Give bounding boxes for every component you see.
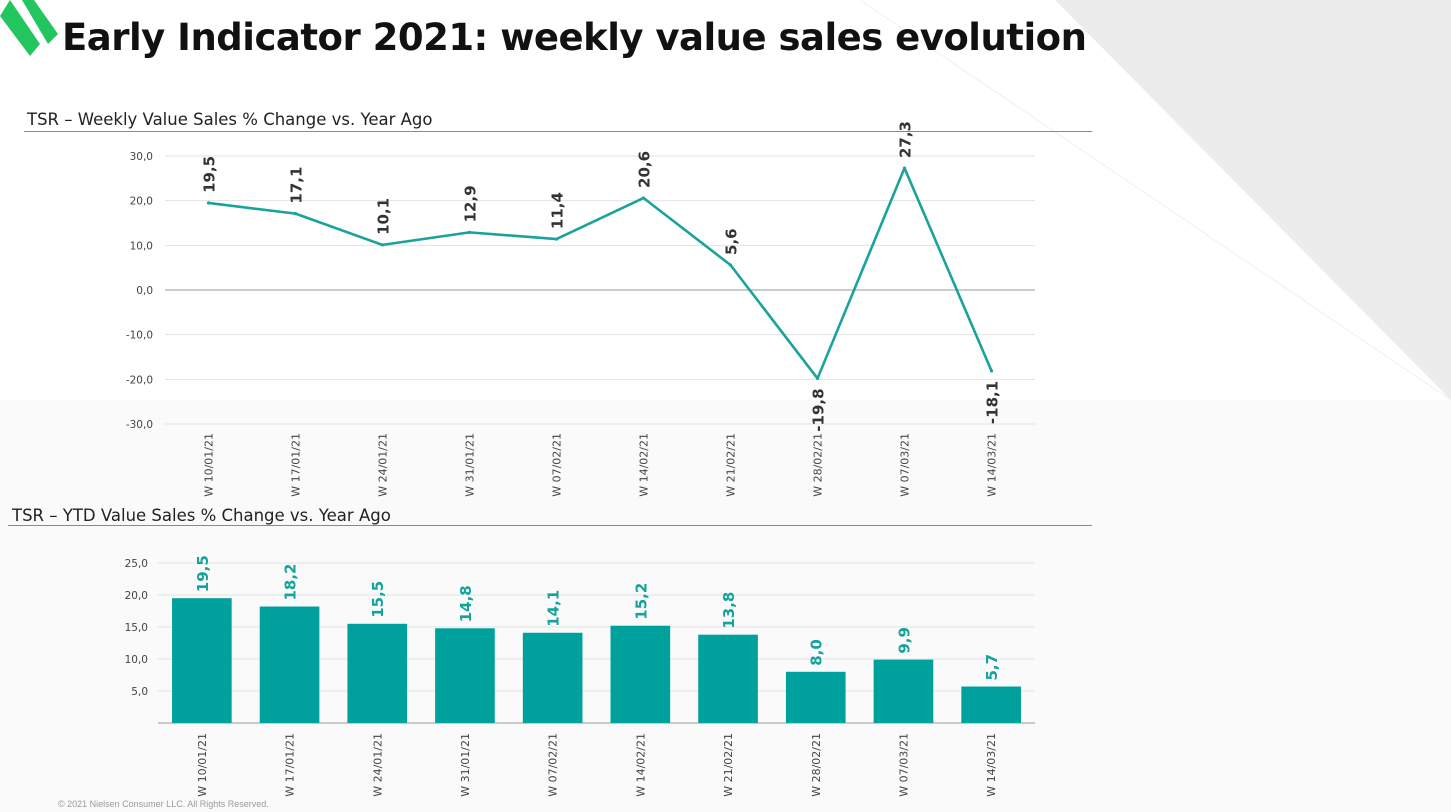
data-label: -18,1 (984, 381, 1002, 424)
bar (172, 598, 232, 723)
bar (259, 606, 320, 723)
x-tick-label: W 24/01/21 (371, 733, 384, 797)
data-point (728, 263, 733, 267)
data-label: 8,0 (808, 639, 826, 666)
x-tick-label: W 14/03/21 (986, 433, 999, 497)
y-tick-label: 25,0 (125, 558, 148, 570)
data-label: 5,7 (983, 654, 1001, 681)
data-point (989, 369, 994, 373)
data-label: 13,8 (720, 592, 738, 629)
data-label: 11,4 (549, 192, 567, 229)
x-tick-label: W 07/03/21 (897, 733, 910, 797)
bar (698, 634, 758, 723)
x-tick-label: W 24/01/21 (377, 433, 390, 497)
x-tick-label: W 28/02/21 (812, 433, 825, 497)
data-label: 18,2 (282, 564, 300, 601)
bar (347, 623, 408, 723)
data-label: 19,5 (194, 555, 212, 592)
data-point (815, 376, 820, 381)
y-tick-label: -20,0 (126, 374, 153, 386)
bar-chart-divider (8, 525, 1092, 526)
data-label: 14,8 (457, 585, 475, 622)
bar-chart-title: TSR – YTD Value Sales % Change vs. Year … (12, 506, 391, 525)
x-tick-label: W 21/02/21 (725, 433, 738, 497)
data-point (554, 237, 559, 241)
data-label: 9,9 (895, 627, 913, 654)
data-label: 20,6 (636, 151, 654, 188)
x-tick-label: W 10/01/21 (196, 733, 209, 797)
x-tick-label: W 28/02/21 (810, 733, 823, 797)
y-tick-label: 20,0 (130, 196, 153, 208)
x-tick-label: W 17/01/21 (284, 733, 297, 797)
data-point (206, 201, 211, 205)
data-label: 27,3 (897, 121, 915, 158)
y-tick-label: 30,0 (130, 151, 153, 163)
ytd-change-bar-chart: 25,0 20,0 15,0 10,0 5,0 19,5 W 10/01/21 18,2 W 1… (125, 555, 1035, 797)
bar (522, 632, 583, 723)
brand-logo-icon (0, 0, 58, 56)
data-point (902, 166, 907, 170)
bar (961, 686, 1021, 723)
series-line (208, 166, 993, 380)
data-point (641, 196, 646, 200)
data-label: 12,9 (462, 185, 480, 222)
weekly-change-line-chart: 30,0 20,0 10,0 0,0 -10,0 -20,0 -30,0 19,5 W 10/0… (126, 121, 1035, 497)
data-label: 17,1 (288, 167, 306, 204)
y-tick-label: 20,0 (125, 590, 148, 602)
data-label: 15,5 (369, 581, 387, 618)
x-tick-label: W 07/02/21 (547, 733, 560, 797)
y-tick-label: 15,0 (125, 622, 148, 634)
bar (610, 625, 671, 723)
x-tick-label: W 14/02/21 (634, 733, 647, 797)
x-tick-label: W 07/03/21 (899, 433, 912, 497)
x-tick-label: W 21/02/21 (722, 733, 735, 797)
y-tick-label: 10,0 (130, 240, 153, 252)
data-label: 15,2 (632, 583, 650, 620)
x-tick-label: W 31/01/21 (459, 733, 472, 797)
data-label: 19,5 (201, 156, 219, 193)
bar (785, 671, 846, 723)
x-tick-label: W 14/02/21 (638, 433, 651, 497)
data-label: 14,1 (545, 590, 563, 627)
x-tick-label: W 17/01/21 (290, 433, 303, 497)
y-tick-label: 10,0 (125, 654, 148, 666)
data-point (467, 230, 472, 234)
bar (873, 659, 934, 723)
page-title: Early Indicator 2021: weekly value sales… (62, 16, 1087, 59)
x-tick-label: W 10/01/21 (203, 433, 216, 497)
data-label: -19,8 (810, 388, 828, 431)
data-point (293, 212, 298, 216)
x-tick-label: W 31/01/21 (464, 433, 477, 497)
data-point (380, 243, 385, 247)
y-tick-label: 5,0 (131, 686, 148, 698)
y-tick-label: 0,0 (136, 285, 153, 297)
line-chart-title: TSR – Weekly Value Sales % Change vs. Ye… (27, 110, 433, 129)
bar (435, 628, 495, 723)
copyright-footer: © 2021 Nielsen Consumer LLC. All Rights … (58, 799, 269, 809)
data-label: 5,6 (723, 228, 741, 255)
y-tick-label: -10,0 (126, 330, 153, 342)
line-chart-divider (24, 131, 1092, 132)
x-tick-label: W 14/03/21 (985, 733, 998, 797)
data-label: 10,1 (375, 198, 393, 235)
x-tick-label: W 07/02/21 (551, 433, 564, 497)
y-tick-label: -30,0 (126, 419, 153, 431)
